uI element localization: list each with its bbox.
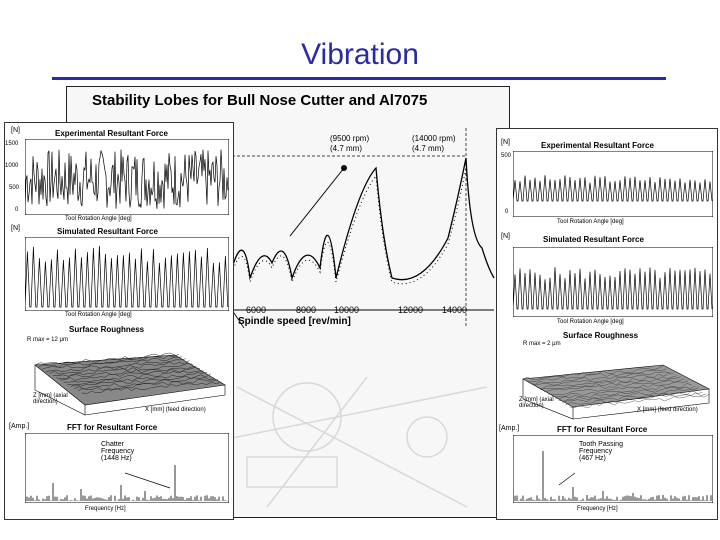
right-angle-label-2: Tool Rotation Angle [deg] xyxy=(557,319,624,325)
lobe-label-9500: (9500 rpm) (4.7 mm) xyxy=(330,134,370,153)
left-chatter-panel: Experimental Resultant Force [N] 1500 10… xyxy=(4,122,234,520)
right-fft-annotation: Tooth Passing Frequency (467 Hz) xyxy=(579,441,623,462)
right-unit-amp: [Amp.] xyxy=(499,425,520,432)
x-tick: 6000 xyxy=(246,305,267,315)
left-x-label: X [mm] (feed direction) xyxy=(145,407,206,413)
right-fft-xlabel: Frequency [Hz] xyxy=(577,506,618,512)
right-angle-label: Tool Rotation Angle [deg] xyxy=(557,219,624,225)
left-angle-label-2: Tool Rotation Angle [deg] xyxy=(65,312,132,318)
left-z-label: Z [mm] (axial direction) xyxy=(33,393,68,405)
right-stable-panel: Experimental Resultant Force [N] 500 0 T… xyxy=(496,128,718,520)
x-tick: 12000 xyxy=(398,305,424,315)
right-roughness-surface xyxy=(522,364,710,420)
left-rmax: R max = 12 μm xyxy=(27,337,68,343)
main-heading: Stability Lobes for Bull Nose Cutter and… xyxy=(92,92,428,109)
left-sim-force-plot xyxy=(25,237,229,311)
left-exp-force-plot xyxy=(25,139,229,215)
left-unit-amp: [Amp.] xyxy=(9,423,30,430)
right-x-label: X [mm] (feed direction) xyxy=(637,407,698,413)
left-fft-title: FFT for Resultant Force xyxy=(67,423,158,432)
y-tick: 0 xyxy=(15,207,19,213)
right-fft-title: FFT for Resultant Force xyxy=(557,425,648,434)
stability-lobe-plot xyxy=(232,128,502,328)
left-fft-annotation: Chatter Frequency (1448 Hz) xyxy=(101,441,135,462)
y-tick: 1000 xyxy=(5,163,19,169)
right-unit-n-2: [N] xyxy=(501,233,510,240)
slide-title: Vibration xyxy=(301,38,419,71)
right-exp-force-plot xyxy=(513,151,713,217)
right-sim-title: Simulated Resultant Force xyxy=(543,235,644,244)
faint-drawing-background xyxy=(186,376,488,508)
left-fft-xlabel: Frequency [Hz] xyxy=(85,506,126,512)
left-sim-title: Simulated Resultant Force xyxy=(57,227,158,236)
y-tick: 0 xyxy=(505,209,509,215)
left-rough-title: Surface Roughness xyxy=(69,325,145,334)
right-exp-title: Experimental Resultant Force xyxy=(541,141,654,150)
y-tick: 1500 xyxy=(5,141,19,147)
left-fft-plot xyxy=(25,433,229,503)
left-angle-label: Tool Rotation Angle [deg] xyxy=(65,216,132,222)
right-rmax: R max = 2 μm xyxy=(523,341,561,347)
right-sim-force-plot xyxy=(513,247,713,317)
left-roughness-surface xyxy=(34,352,226,416)
x-axis-title: Spindle speed [rev/min] xyxy=(238,316,351,327)
left-unit-n: [N] xyxy=(11,127,20,134)
right-z-label: Z [mm] (axial direction) xyxy=(519,397,554,409)
y-tick: 500 xyxy=(501,153,512,159)
x-tick: 8000 xyxy=(296,305,317,315)
right-unit-n: [N] xyxy=(501,139,510,146)
x-tick: 14000 xyxy=(442,305,468,315)
left-exp-title: Experimental Resultant Force xyxy=(55,129,168,138)
lobe-label-14000: (14000 rpm) (4.7 mm) xyxy=(412,134,456,153)
x-tick: 10000 xyxy=(334,305,360,315)
right-rough-title: Surface Roughness xyxy=(563,331,639,340)
y-tick: 500 xyxy=(9,185,20,191)
right-fft-plot xyxy=(513,435,713,503)
title-underline xyxy=(52,77,666,80)
left-unit-n-2: [N] xyxy=(11,225,20,232)
